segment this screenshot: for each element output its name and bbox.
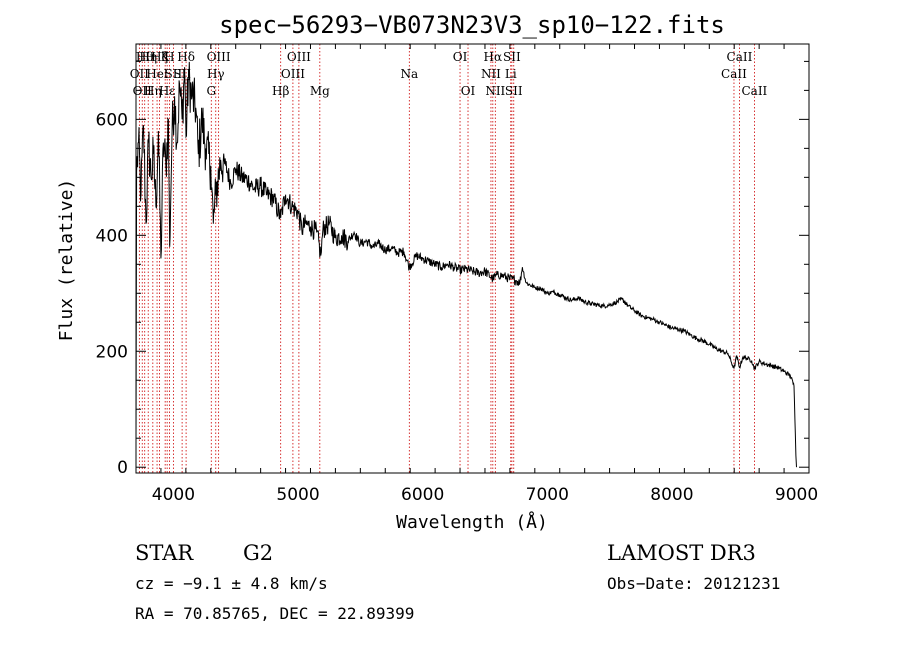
line-marker-label-8: Hε [159,84,176,98]
line-marker-label-28: SII [505,84,523,98]
x-axis-label: Wavelength (Å) [396,511,548,533]
line-marker-label-29: CaII [721,67,747,81]
y-tick-labels: 0 200 400 600 [96,110,128,478]
line-marker-label-23: NII [481,67,501,81]
line-marker-label-13: G [206,84,216,98]
line-marker-label-19: Mg [310,84,330,98]
y-tick-label-2: 400 [96,226,128,246]
axis-ticks [135,44,810,473]
line-marker-label-0: OII [130,67,150,81]
line-marker-label-16: Hβ [272,84,289,98]
sky-coordinates: RA = 70.85765, DEC = 22.89399 [135,604,414,623]
x-tick-label-1: 5000 [276,485,319,505]
line-marker-label-30: CaII [727,50,753,64]
line-marker-label-22: OI [461,84,476,98]
x-tick-label-2: 6000 [401,485,444,505]
line-marker-label-5: Hel [146,67,168,81]
line-marker-label-26: Li [505,67,517,81]
redshift-readout: cz = −9.1 ± 4.8 km/s [135,574,328,593]
line-marker-label-12: Hδ [177,50,195,64]
y-tick-label-1: 200 [96,342,128,362]
line-marker-label-2: Hθ [136,50,154,64]
chart-title: spec−56293−VB073N23V3_sp10−122.fits [219,11,725,39]
line-marker-label-21: OI [453,50,468,64]
line-marker-label-1: OII [133,84,153,98]
spectrum-series [135,61,797,468]
line-marker-label-27: SII [503,50,521,64]
plot-frame [135,43,810,474]
line-marker-label-14: Hγ [207,67,225,81]
x-tick-label-3: 7000 [526,485,569,505]
line-marker-label-7: K [161,50,171,64]
survey-name: LAMOST DR3 [607,541,756,565]
line-marker-label-11: SII [173,67,191,81]
line-marker-label-31: CaII [741,84,767,98]
line-marker-label-4: Hη [144,84,162,98]
obs-date: Obs−Date: 20121231 [607,574,780,593]
line-marker-label-18: OIII [287,50,311,64]
line-marker-label-15: OIII [207,50,231,64]
y-tick-label-0: 0 [117,458,128,478]
line-marker-label-20: Na [400,67,418,81]
line-marker-label-3: Hη [139,50,157,64]
line-marker-label-9: H [164,50,174,64]
line-marker-label-24: Hα [484,50,503,64]
line-marker-label-17: OIII [281,67,305,81]
line-marker-label-6: Hζ [151,50,168,64]
x-tick-label-4: 8000 [650,485,693,505]
spectrum-line [135,61,797,468]
x-tick-labels: 4000 5000 6000 7000 8000 9000 [152,485,818,505]
emission-line-labels: OIIOIIHθHηHηHelHζKHεHSIISIIHδGHγOIIIHβOI… [130,50,768,98]
y-tick-label-3: 600 [96,110,128,130]
x-tick-label-5: 9000 [775,485,818,505]
x-tick-label-0: 4000 [152,485,195,505]
emission-line-markers [138,44,755,473]
spectral-subclass: G2 [243,541,273,565]
object-class: STAR [135,541,194,565]
line-marker-label-10: SII [165,67,183,81]
y-axis-label: Flux (relative) [56,179,77,342]
line-marker-label-25: NII [485,84,505,98]
